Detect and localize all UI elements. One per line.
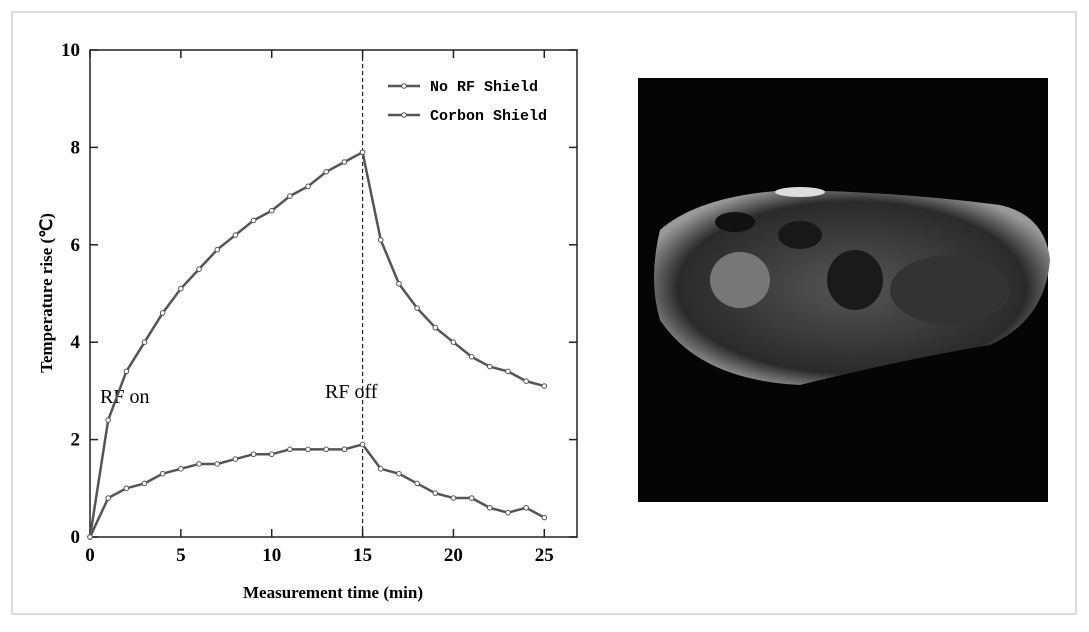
data-point <box>160 311 165 316</box>
data-point <box>360 150 365 155</box>
data-point <box>306 184 311 189</box>
data-point <box>233 233 238 238</box>
y-tick-label: 8 <box>71 137 81 158</box>
data-point <box>142 340 147 345</box>
data-point <box>179 467 184 472</box>
data-point <box>524 505 529 510</box>
y-axis-label: Temperature rise (℃) <box>37 213 56 373</box>
data-point <box>451 496 456 501</box>
mri-image <box>638 78 1050 502</box>
data-point <box>342 160 347 165</box>
data-point <box>197 462 202 467</box>
x-tick-label: 0 <box>85 545 95 566</box>
y-tick-label: 10 <box>61 40 80 61</box>
legend-marker <box>402 84 407 89</box>
x-tick-label: 10 <box>262 545 281 566</box>
data-point <box>415 306 420 311</box>
x-tick-label: 15 <box>353 545 372 566</box>
legend-label: No RF Shield <box>430 79 538 96</box>
data-point <box>324 169 329 174</box>
data-point <box>506 510 511 515</box>
annotation: RF on <box>100 386 149 408</box>
data-point <box>88 535 93 540</box>
data-point <box>324 447 329 452</box>
data-point <box>397 281 402 286</box>
data-point <box>378 467 383 472</box>
x-tick-label: 25 <box>535 545 554 566</box>
data-point <box>106 496 111 501</box>
data-point <box>106 418 111 423</box>
data-point <box>360 442 365 447</box>
data-point <box>415 481 420 486</box>
data-point <box>306 447 311 452</box>
data-point <box>469 355 474 360</box>
data-point <box>197 267 202 272</box>
data-point <box>251 218 256 223</box>
annotation: RF off <box>325 381 378 403</box>
data-point <box>378 238 383 243</box>
figure: Measurement time (min) Temperature rise … <box>0 0 1089 627</box>
data-point <box>215 462 220 467</box>
data-point <box>342 447 347 452</box>
data-point <box>124 486 129 491</box>
x-tick-label: 20 <box>444 545 463 566</box>
data-point <box>251 452 256 457</box>
y-tick-label: 0 <box>71 527 81 548</box>
data-point <box>542 384 547 389</box>
data-point <box>288 194 293 199</box>
data-point <box>397 471 402 476</box>
data-point <box>524 379 529 384</box>
x-axis-label: Measurement time (min) <box>243 583 423 602</box>
data-point <box>288 447 293 452</box>
legend-label: Corbon Shield <box>430 108 547 125</box>
data-point <box>487 364 492 369</box>
y-tick-label: 4 <box>71 332 81 353</box>
x-tick-label: 5 <box>176 545 186 566</box>
data-point <box>451 340 456 345</box>
data-point <box>124 369 129 374</box>
data-point <box>179 286 184 291</box>
data-point <box>469 496 474 501</box>
data-point <box>506 369 511 374</box>
data-point <box>233 457 238 462</box>
data-point <box>269 452 274 457</box>
data-point <box>160 471 165 476</box>
data-point <box>433 491 438 496</box>
data-point <box>142 481 147 486</box>
data-point <box>269 208 274 213</box>
legend-marker <box>402 113 407 118</box>
data-point <box>215 247 220 252</box>
y-tick-label: 2 <box>71 430 81 451</box>
data-point <box>542 515 547 520</box>
y-tick-label: 6 <box>71 235 81 256</box>
data-point <box>433 325 438 330</box>
data-point <box>487 505 492 510</box>
